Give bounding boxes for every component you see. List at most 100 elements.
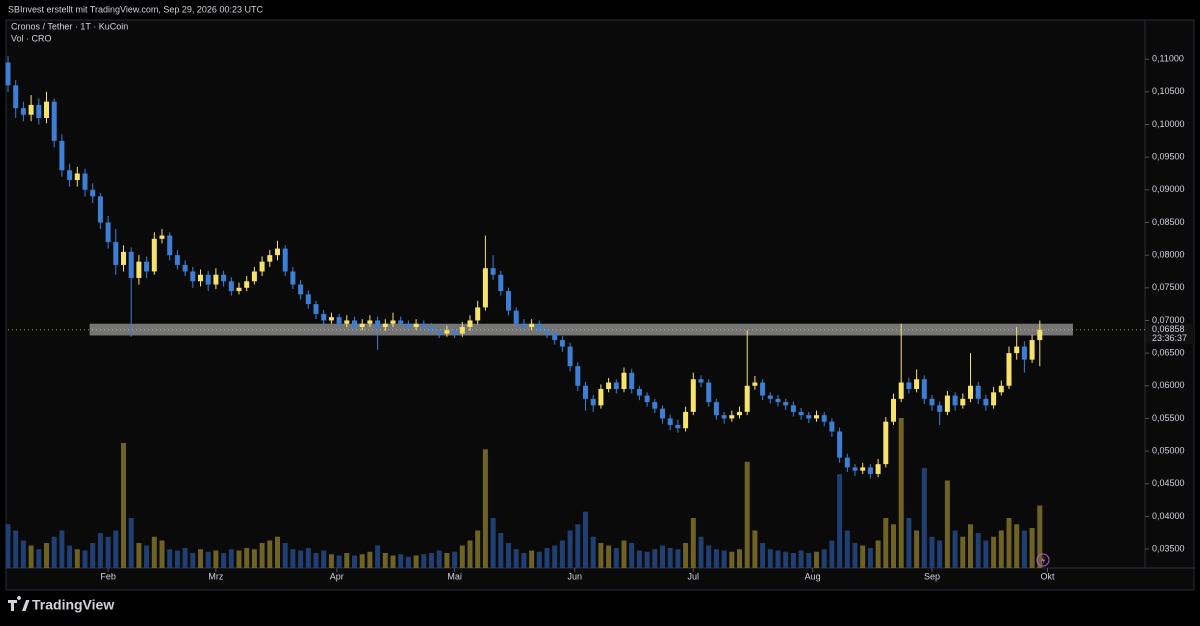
candle-body [513, 310, 519, 324]
volume-bar [190, 553, 196, 568]
candle-body [744, 385, 750, 412]
volume-bar [298, 550, 304, 568]
candle-body [221, 274, 227, 282]
volume-bar [513, 549, 519, 568]
candle-body [844, 457, 850, 468]
y-tick-label: 0,04500 [1152, 478, 1185, 488]
volume-bar [136, 543, 142, 568]
candle-body [498, 274, 504, 292]
volume-bar [459, 545, 465, 568]
volume-bar [744, 461, 750, 568]
last-price-box [1146, 323, 1194, 344]
volume-bar [151, 536, 157, 568]
candle-body [929, 398, 935, 406]
volume-bar [698, 536, 704, 568]
volume-bar [1021, 530, 1027, 568]
volume-bar [398, 554, 404, 568]
candle-body [352, 320, 357, 327]
candle-body [398, 320, 404, 324]
y-tick-label: 0,05000 [1152, 445, 1185, 455]
volume-bar [891, 524, 896, 568]
volume-bar [929, 536, 935, 568]
candle-body [575, 366, 581, 386]
candle-body [298, 284, 304, 295]
x-tick-label: Apr [330, 571, 344, 581]
volume-bar [636, 550, 642, 568]
candle-body [829, 421, 835, 432]
volume-bar [228, 549, 234, 568]
support-zone [89, 323, 1073, 336]
candle-body [567, 346, 573, 367]
candle-body [883, 421, 889, 465]
volume-bar [20, 540, 26, 568]
volume-bar [767, 549, 773, 568]
volume-bar [121, 443, 126, 568]
y-tick-label: 0,10000 [1152, 119, 1185, 129]
countdown: 23:36:37 [1152, 333, 1187, 343]
symbol-title: Cronos / Tether · 1T · KuCoin [11, 21, 128, 31]
volume-bar [598, 543, 604, 568]
volume-bar [328, 554, 334, 568]
candle-body [198, 274, 203, 282]
candle-body [975, 385, 981, 399]
volume-bar [436, 550, 442, 568]
candle-body [1037, 329, 1043, 341]
volume-bar [174, 550, 180, 568]
volume-bar [429, 553, 434, 568]
volume-bar [575, 524, 581, 568]
candle-body [713, 402, 719, 416]
volume-bar [844, 530, 850, 568]
volume-legend: Vol · CRO [11, 33, 52, 43]
candle-body [644, 395, 650, 403]
candle-body [251, 271, 257, 282]
candle-body [629, 372, 635, 390]
volume-bar [829, 540, 835, 568]
logo-mark [8, 596, 30, 611]
candle-body [20, 108, 26, 115]
candle-body [621, 372, 627, 390]
volume-bar [1014, 524, 1020, 568]
volume-bar [413, 555, 419, 568]
volume-bar [251, 549, 257, 568]
y-tick-label: 0,05500 [1152, 413, 1185, 423]
alert-icon [1036, 553, 1050, 567]
tv-logo: TradingView [8, 596, 114, 613]
volume-bar [583, 511, 588, 568]
volume-bar [344, 553, 350, 568]
candle-body [151, 238, 157, 272]
candle-body [59, 140, 65, 171]
candle-body [13, 85, 19, 109]
volume-bar [552, 545, 558, 568]
plot: 0,03500 0,04000 0,04500 0,05000 0,05500 0,060… [5, 54, 1185, 581]
candle-body [1021, 346, 1027, 360]
candle-body [552, 333, 558, 341]
candle-body [529, 323, 535, 327]
candle-body [598, 389, 604, 406]
volume-bar [290, 549, 296, 568]
candle-body [5, 62, 11, 86]
candle-body [544, 330, 550, 334]
volume-bar [51, 536, 57, 568]
candle-body [444, 330, 450, 334]
candle-body [36, 104, 42, 118]
candle-body [914, 379, 920, 390]
volume-bar [28, 545, 34, 568]
volume-bar [590, 536, 596, 568]
volume-bar [128, 518, 134, 568]
volume-bar [837, 474, 843, 568]
y-tick-label: 0,10500 [1152, 86, 1185, 96]
volume-bar [790, 553, 796, 568]
candle-body [798, 411, 804, 416]
candle-body [898, 382, 904, 399]
volume-bar [44, 543, 49, 568]
volume-bar [937, 540, 943, 568]
volume-bar [359, 554, 365, 568]
volume-bar [490, 518, 496, 568]
volume-bar [452, 551, 458, 568]
candle-body [860, 467, 866, 471]
volume-bar [259, 543, 265, 568]
volume-bar [737, 549, 742, 568]
volume-bar [59, 530, 65, 568]
candle-body [667, 418, 673, 425]
volume-bar [821, 549, 827, 568]
